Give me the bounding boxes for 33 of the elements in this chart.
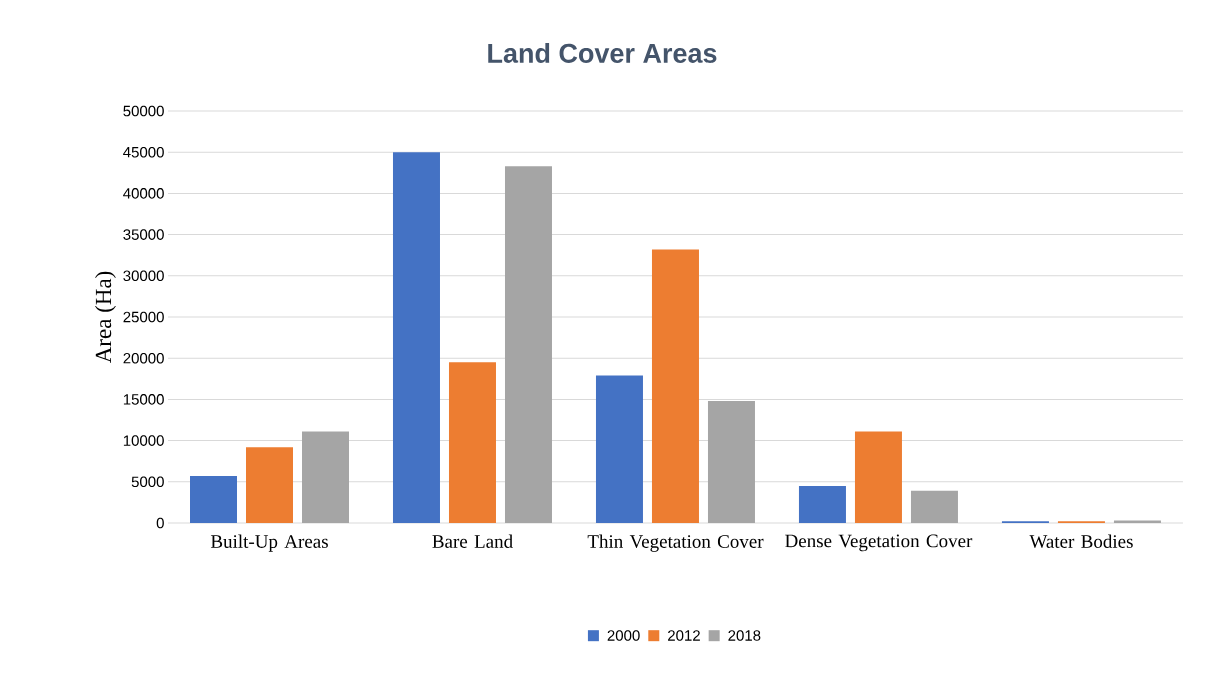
y-tick-label: 50000 bbox=[123, 105, 164, 117]
bar bbox=[595, 375, 643, 523]
bar bbox=[448, 362, 496, 523]
y-tick-label: 10000 bbox=[123, 435, 164, 446]
y-tick-label: 15000 bbox=[123, 394, 164, 405]
y-tick-label: 35000 bbox=[123, 229, 164, 240]
bar bbox=[854, 431, 902, 523]
y-tick-label: 0 bbox=[156, 517, 164, 529]
x-tick-label: Bare Land bbox=[432, 534, 513, 548]
y-tick-label: 40000 bbox=[123, 188, 164, 199]
y-tick-label: 5000 bbox=[131, 476, 164, 488]
x-tick-label: Built-Up Areas bbox=[210, 534, 328, 552]
x-tick-label: Dense Vegetation Cover bbox=[785, 534, 973, 552]
legend-label: 2012 bbox=[668, 630, 700, 641]
bar bbox=[651, 249, 699, 523]
bar bbox=[246, 447, 293, 523]
bar bbox=[190, 476, 237, 523]
x-tick-label: Thin Vegetation Cover bbox=[587, 534, 764, 552]
bar bbox=[910, 490, 958, 523]
bar bbox=[798, 485, 846, 523]
bar bbox=[707, 401, 755, 523]
x-tick-label: Water Bodies bbox=[1029, 534, 1133, 548]
legend-label: 2018 bbox=[728, 630, 761, 641]
y-tick-label: 25000 bbox=[123, 311, 164, 323]
chart-title: Land Cover Areas bbox=[488, 43, 717, 63]
bar bbox=[302, 431, 349, 523]
y-tick-label: 30000 bbox=[123, 270, 164, 282]
y-tick-label: 20000 bbox=[123, 352, 164, 364]
y-tick-label: 45000 bbox=[123, 146, 164, 158]
bar bbox=[504, 166, 552, 523]
y-axis-title: Area (Ha) bbox=[95, 271, 116, 364]
legend-label: 2000 bbox=[607, 630, 640, 641]
bar bbox=[392, 152, 440, 523]
